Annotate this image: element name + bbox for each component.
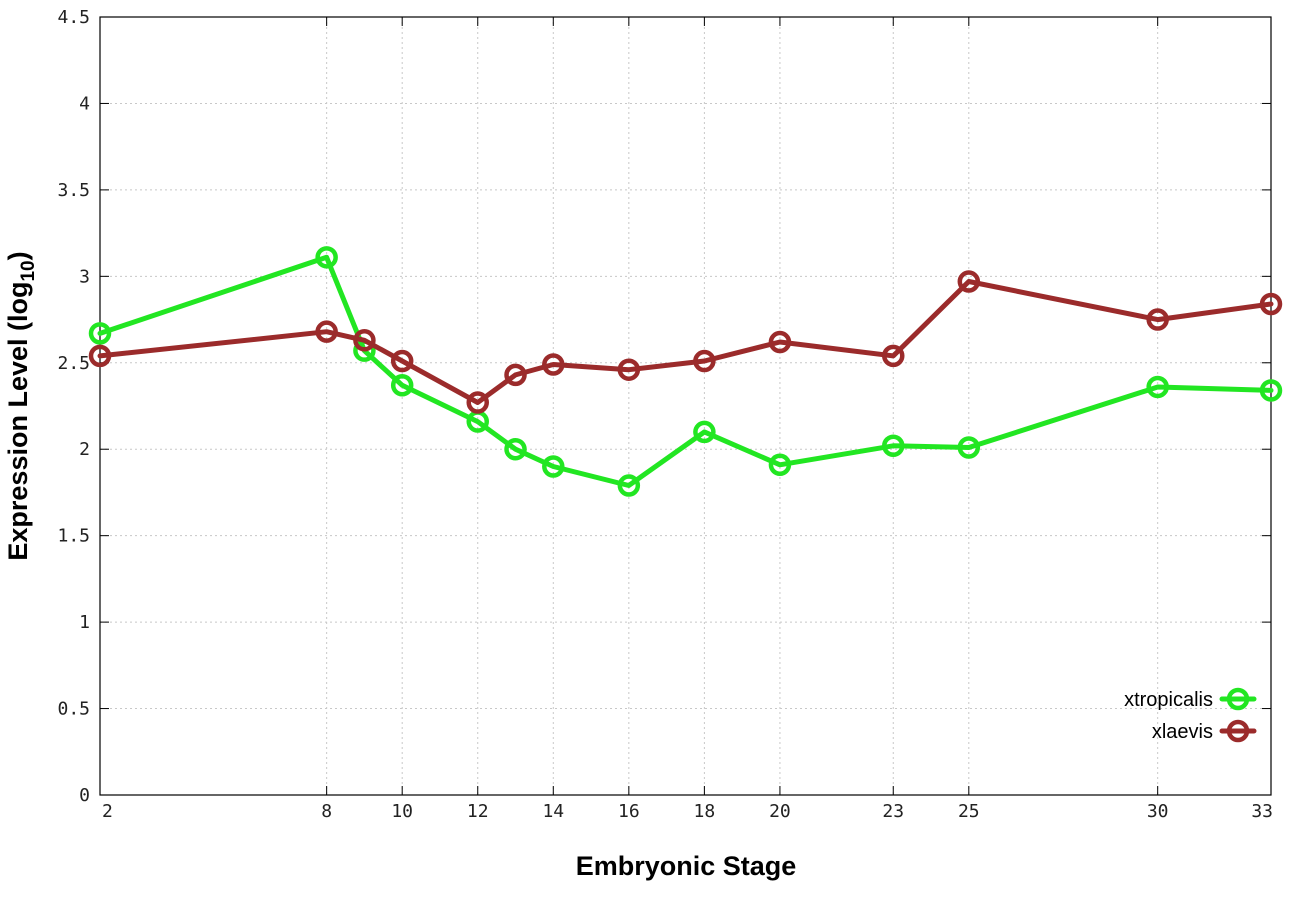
legend-item-xtropicalis: xtropicalis xyxy=(1124,687,1257,711)
data-point-xtropicalis xyxy=(390,374,414,397)
y-axis-title: Expression Level (log10) xyxy=(3,251,39,560)
y-tick-label: 3 xyxy=(79,266,90,287)
x-tick-label: 16 xyxy=(618,801,640,822)
y-tick-label: 4.5 xyxy=(57,7,90,28)
series-line-xtropicalis xyxy=(97,254,1274,488)
data-point-xlaevis xyxy=(88,344,112,368)
legend-marker-swatch xyxy=(1226,687,1250,711)
legend-label: xtropicalis xyxy=(1124,689,1213,711)
legend-item-xlaevis: xlaevis xyxy=(1152,719,1257,743)
plot-frame xyxy=(99,16,1272,796)
x-tick-label: 2 xyxy=(102,801,113,822)
legend-marker-swatch xyxy=(1226,719,1250,743)
data-point-xtropicalis xyxy=(617,474,641,497)
x-tick-label: 30 xyxy=(1147,801,1169,822)
data-point-xlaevis xyxy=(1259,292,1283,316)
data-point-xlaevis xyxy=(882,344,905,368)
x-tick-label: 25 xyxy=(958,801,980,822)
x-tick-label: 18 xyxy=(694,801,716,822)
data-point-xtropicalis xyxy=(693,420,716,444)
y-tick-label: 0.5 xyxy=(57,699,90,720)
data-point-xlaevis xyxy=(466,391,489,414)
data-point-xtropicalis xyxy=(504,437,527,461)
data-point-xlaevis xyxy=(957,270,981,293)
y-tick-label: 3.5 xyxy=(57,180,90,201)
x-tick-label: 33 xyxy=(1251,801,1273,822)
series-line-xlaevis xyxy=(97,279,1274,405)
data-point-xlaevis xyxy=(693,349,716,373)
series-xlaevis xyxy=(88,270,1283,414)
legend: xtropicalis xlaevis xyxy=(1124,687,1257,743)
data-point-xlaevis xyxy=(542,353,565,376)
x-tick-label: 8 xyxy=(321,801,332,822)
axis-ticks: 0 0.5 1 1.5 2 2.5 3 3.5 4 4.5 2 8 10 12 14 16 18 20 23 25 30… xyxy=(57,7,1273,822)
y-tick-label: 0 xyxy=(79,785,90,806)
data-point-xtropicalis xyxy=(1259,379,1283,402)
data-point-xlaevis xyxy=(390,349,414,373)
x-tick-label: 10 xyxy=(391,801,413,822)
data-point-xlaevis xyxy=(353,329,376,352)
data-point-xtropicalis xyxy=(88,322,112,345)
data-point-xtropicalis xyxy=(1146,375,1169,399)
data-point-xtropicalis xyxy=(957,436,981,459)
data-point-xlaevis xyxy=(504,363,527,387)
y-tick-label: 1.5 xyxy=(57,526,90,547)
x-tick-label: 23 xyxy=(882,801,904,822)
data-point-xlaevis xyxy=(617,358,641,381)
data-point-xtropicalis xyxy=(768,453,792,477)
x-tick-label: 14 xyxy=(542,801,564,822)
x-tick-label: 20 xyxy=(769,801,791,822)
legend-label: xlaevis xyxy=(1152,721,1213,743)
x-tick-label: 12 xyxy=(467,801,489,822)
data-point-xlaevis xyxy=(1146,308,1169,331)
y-axis-title-main: Expression Level (log xyxy=(3,282,33,561)
y-tick-label: 4 xyxy=(79,93,90,114)
data-point-xtropicalis xyxy=(882,434,905,458)
y-tick-label: 2.5 xyxy=(57,353,90,374)
y-tick-label: 2 xyxy=(79,439,90,460)
y-tick-label: 1 xyxy=(79,612,90,633)
series-group xyxy=(88,246,1283,497)
series-xtropicalis xyxy=(88,246,1283,497)
data-point-xlaevis xyxy=(315,320,338,343)
data-point-xtropicalis xyxy=(542,455,565,478)
data-point-xlaevis xyxy=(768,330,792,354)
y-axis-title-end: ) xyxy=(3,251,33,260)
data-point-xtropicalis xyxy=(315,246,338,269)
y-axis-title-subscript: 10 xyxy=(18,260,39,281)
x-axis-title: Embryonic Stage xyxy=(576,851,797,881)
